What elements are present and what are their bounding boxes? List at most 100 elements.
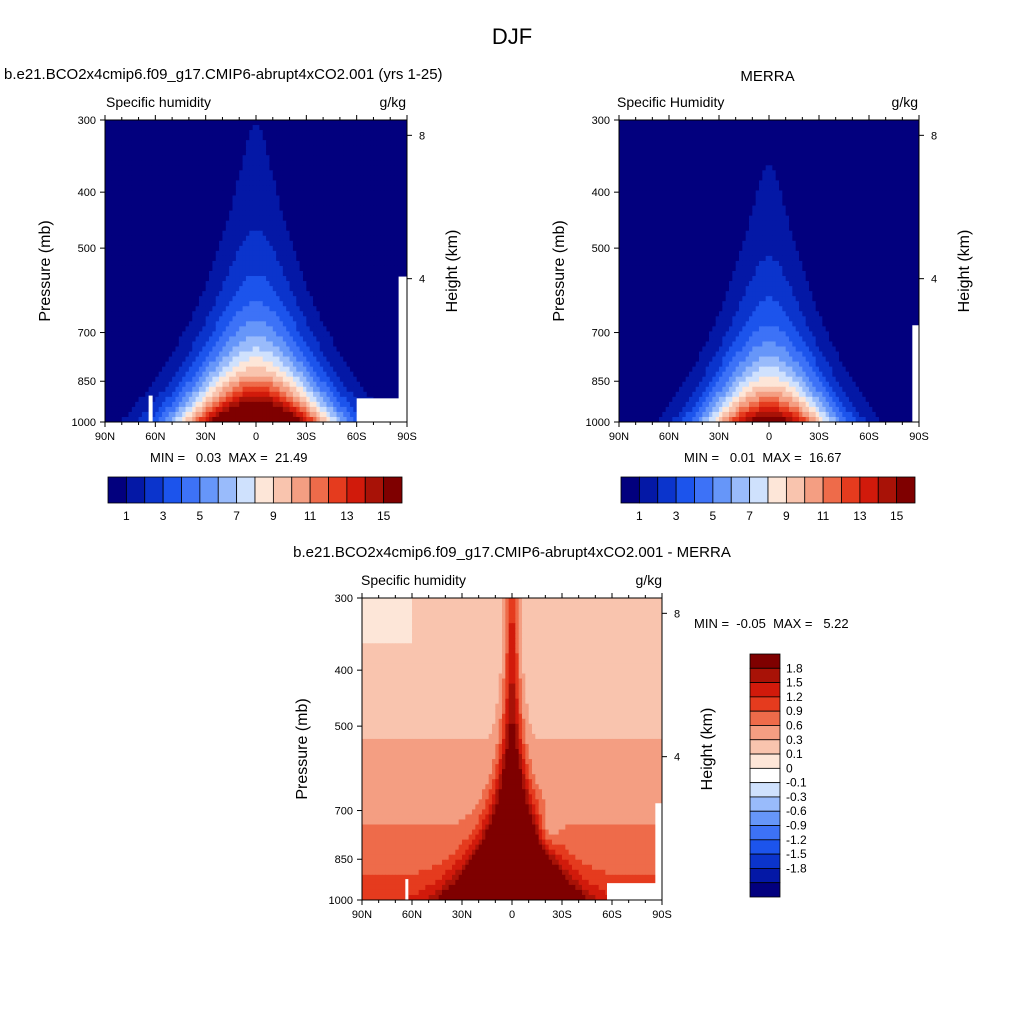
panel1-colorbar-label: 1	[123, 509, 130, 523]
panel1-colorbar-box	[272, 476, 293, 504]
panel2-colorbar-label: 11	[817, 509, 830, 523]
panel3-colorbar-label: -1.8	[786, 861, 807, 875]
panel2-y-tick-label: 400	[592, 187, 610, 199]
panel1-colorbar-box	[328, 476, 348, 504]
panel2-y-tick-label: 1000	[586, 417, 610, 429]
panel2-colorbar-label: 7	[746, 509, 753, 523]
panel2-x-tick-label: 30S	[809, 431, 829, 443]
panel2-x-tick-label: 30N	[709, 431, 729, 443]
panel2-colorbar-box	[767, 476, 787, 504]
panel3-colorbar-box	[749, 825, 781, 841]
panel3-y-tick-label: 300	[335, 593, 353, 605]
panel3-x-tick-label: 60S	[602, 909, 622, 921]
panel2-colorbar-box	[877, 476, 898, 504]
panel3-colorbar-label: -0.6	[786, 804, 807, 818]
panel2-colorbar-box	[785, 476, 806, 504]
panel3-x-tick-label: 30S	[552, 909, 572, 921]
panel1-y-tick-label: 500	[78, 243, 96, 255]
panel2-colorbar-box	[896, 476, 916, 504]
panel2-colorbar-label: 15	[890, 509, 904, 523]
panel1-colorbar-box	[125, 476, 146, 504]
panel3-colorbar-box	[749, 853, 781, 869]
panel3-colorbar-box	[749, 796, 781, 812]
panel1-y-tick-label: 1000	[72, 417, 96, 429]
panel2-colorbar-label: 1	[636, 509, 643, 523]
panel2-title: MERRA	[740, 68, 795, 85]
panel1-colorbar-box	[254, 476, 274, 504]
panel1-colorbar-box	[217, 476, 238, 504]
panel2-x-tick-label: 0	[766, 431, 772, 443]
panel3-variable-label: Specific humidity	[361, 572, 467, 588]
panel1-colorbar-box	[346, 476, 366, 504]
panel1-right-axis-title: Height (km)	[444, 230, 461, 313]
panel1-height-tick-label: 4	[419, 274, 425, 286]
panel3-y-axis-title: Pressure (mb)	[294, 698, 311, 799]
panel3-colorbar-label: -0.1	[786, 776, 807, 790]
panel1-colorbar-box	[291, 476, 311, 504]
panel1-x-tick-label: 30S	[297, 431, 317, 443]
panel1-colorbar-box	[144, 476, 164, 504]
panel3-y-tick-label: 500	[335, 721, 353, 733]
panel3-colorbar-label: -1.2	[786, 833, 807, 847]
panel2-y-axis-title: Pressure (mb)	[551, 220, 568, 321]
panel3-colorbar-label: 0.1	[786, 747, 803, 761]
panel3-min-max: MIN = -0.05 MAX = 5.22	[694, 616, 849, 631]
panel1-colorbar-label: 7	[233, 509, 240, 523]
panel1-colorbar-label: 15	[377, 509, 391, 523]
panel3-colorbar-label: -0.9	[786, 819, 807, 833]
panel3-colorbar-box	[749, 753, 781, 769]
panel1-colorbar-box	[364, 476, 385, 504]
panel1-x-tick-label: 90N	[95, 431, 115, 443]
panel3-colorbar-box	[749, 710, 781, 726]
panel2-height-tick-label: 4	[931, 274, 937, 286]
panel2-variable-label: Specific Humidity	[617, 94, 725, 110]
panel3-colorbar-box	[749, 739, 781, 755]
panel3-colorbar-box	[749, 653, 781, 669]
panel1-colorbar-box	[383, 476, 403, 504]
panel3-colorbar-box	[749, 767, 781, 784]
panel1-x-tick-label: 60N	[145, 431, 165, 443]
panel2-colorbar-box	[675, 476, 695, 504]
panel2-x-tick-label: 60N	[659, 431, 679, 443]
panel3-colorbar-label: -1.5	[786, 847, 807, 861]
panel2-y-tick-label: 850	[592, 376, 610, 388]
panel3-y-tick-label: 1000	[329, 895, 353, 907]
panel1-title: b.e21.BCO2x4cmip6.f09_g17.CMIP6-abrupt4x…	[4, 66, 443, 83]
panel3-colorbar-box	[749, 667, 781, 683]
panel3-x-tick-label: 0	[509, 909, 515, 921]
panel2-colorbar-box	[730, 476, 751, 504]
panel3-colorbar-box	[749, 839, 781, 855]
panel2-field	[619, 120, 919, 422]
panel3-colorbar-label: 1.5	[786, 676, 803, 690]
panel2-x-tick-label: 90S	[909, 431, 929, 443]
panel1-colorbar-label: 9	[270, 509, 277, 523]
panel1-y-axis-title: Pressure (mb)	[37, 220, 54, 321]
panel1-colorbar-box	[162, 476, 182, 504]
panel1-variable-label: Specific humidity	[106, 94, 212, 110]
panel3-colorbar-label: -0.3	[786, 790, 807, 804]
panel2-colorbar-box	[822, 476, 842, 504]
panel3-title: b.e21.BCO2x4cmip6.f09_g17.CMIP6-abrupt4x…	[293, 544, 731, 561]
panel1-units-label: g/kg	[379, 94, 406, 110]
panel2-colorbar-label: 9	[783, 509, 790, 523]
panel3-right-axis-title: Height (km)	[699, 708, 716, 791]
panel3-colorbar-label: 0.3	[786, 733, 803, 747]
panel3-colorbar-label: 0	[786, 761, 793, 775]
panel2-colorbar-label: 5	[710, 509, 717, 523]
panel3-y-tick-label: 700	[335, 806, 353, 818]
panel2-colorbar-box	[749, 476, 769, 504]
panel1-colorbar-label: 11	[304, 509, 317, 523]
panel3-field	[362, 598, 662, 900]
panel2-min-max: MIN = 0.01 MAX = 16.67	[684, 450, 842, 465]
panel1-height-tick-label: 8	[419, 130, 425, 142]
panel1-y-tick-label: 850	[78, 376, 96, 388]
panel1-y-tick-label: 300	[78, 115, 96, 127]
panel3-colorbar-label: 1.2	[786, 690, 803, 704]
panel2-colorbar-label: 3	[673, 509, 680, 523]
panel3-height-tick-label: 4	[674, 752, 680, 764]
panel1-colorbar-label: 3	[160, 509, 167, 523]
panel1-field	[105, 120, 407, 422]
panel2-colorbar-box	[859, 476, 879, 504]
panel3-x-tick-label: 90S	[652, 909, 672, 921]
